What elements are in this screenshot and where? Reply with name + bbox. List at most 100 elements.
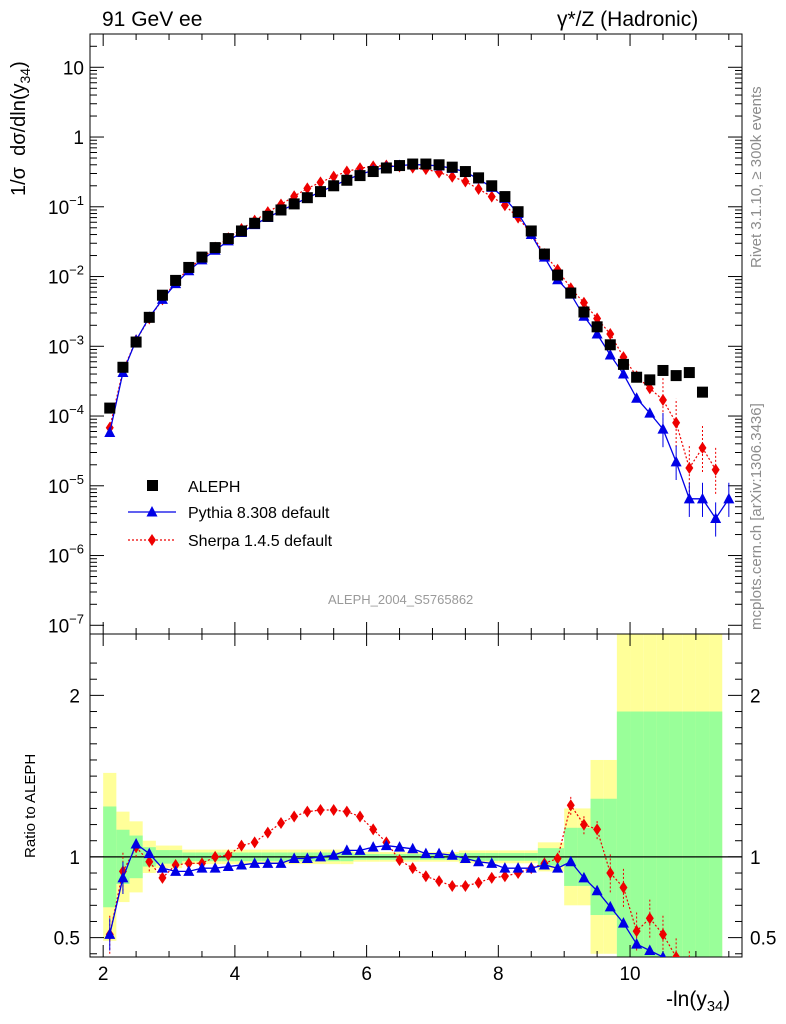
pythia-ratio-point <box>183 865 195 876</box>
stat-band-bin <box>656 711 670 957</box>
pythia-ratio-point <box>117 871 129 883</box>
pythia-ratio-point <box>604 900 616 912</box>
pythia-ratio-point <box>156 862 168 873</box>
pythia-ratio-point <box>104 928 116 939</box>
ratio-y-tick-label-right: 1 <box>750 848 761 869</box>
pythia-ratio-point <box>631 938 643 949</box>
aleph-point <box>670 370 682 382</box>
pythia-ratio-point <box>143 847 155 859</box>
aleph-point <box>367 166 379 178</box>
sherpa-ratio-point <box>237 839 246 852</box>
main-panel-series <box>104 158 735 537</box>
ratio-uncertainty-bands <box>103 634 723 957</box>
ratio-y-tick-label-right: 0.5 <box>750 929 776 950</box>
ratio-y-tick-label: 1 <box>69 848 80 869</box>
aleph-point <box>183 261 195 273</box>
aleph-point <box>433 159 445 171</box>
sherpa-ratio-point <box>250 836 259 849</box>
x-axis-label: -ln(y34) <box>666 988 731 1016</box>
aleph-point <box>552 269 564 281</box>
pythia-ratio-point <box>552 862 564 873</box>
main-y-axis-label: 1/σ dσ/dln(y34) <box>8 61 33 196</box>
pythia-ratio-point <box>341 844 353 855</box>
sherpa-point <box>329 170 338 183</box>
pythia-ratio-point <box>301 852 313 863</box>
header-right-label: γ*/Z (Hadronic) <box>557 8 699 31</box>
aleph-point <box>525 225 537 237</box>
legend <box>128 480 176 546</box>
pythia-ratio-point <box>538 858 550 870</box>
ratio-y-axis-label: Ratio to ALEPH <box>22 753 39 858</box>
pythia-point <box>710 512 722 523</box>
analysis-tag: ALEPH_2004_S5765862 <box>328 592 474 607</box>
ratio-y-tick-label: 0.5 <box>54 929 80 950</box>
pythia-ratio-point <box>235 858 247 870</box>
ratio-panel-series <box>104 795 720 986</box>
pythia-ratio-point <box>486 857 498 868</box>
sherpa-ratio-point <box>461 879 470 892</box>
pythia-ratio-point <box>407 842 419 854</box>
sherpa-ratio-point <box>632 925 641 938</box>
x-tick-label: 6 <box>361 964 372 985</box>
aleph-point <box>420 158 432 170</box>
pythia-point <box>657 423 669 434</box>
sherpa-point <box>461 175 470 188</box>
sherpa-point <box>448 170 457 183</box>
sherpa-ratio-point <box>579 818 588 831</box>
sherpa-ratio-point <box>593 823 602 836</box>
aleph-point <box>538 248 550 260</box>
aleph-point <box>604 339 616 351</box>
sherpa-point <box>342 165 351 178</box>
pythia-ratio-point <box>433 847 445 859</box>
sherpa-ratio-point <box>487 871 496 884</box>
pythia-line <box>109 163 730 520</box>
aleph-point <box>104 402 116 414</box>
y-tick-label: 10−2 <box>48 263 84 289</box>
sherpa-line <box>109 164 717 471</box>
pythia-point <box>617 368 629 379</box>
pythia-point <box>631 392 643 403</box>
pythia-ratio-point <box>671 957 682 968</box>
pythia-point <box>591 328 603 339</box>
aleph-point <box>315 186 327 198</box>
sherpa-ratio-point <box>316 804 325 817</box>
sherpa-ratio-point <box>158 871 167 884</box>
y-tick-label: 10 <box>63 58 84 79</box>
sherpa-ratio-point <box>171 858 180 871</box>
sherpa-ratio-point <box>263 826 272 839</box>
pythia-ratio-point <box>659 951 667 957</box>
pythia-point <box>670 455 682 467</box>
pythia-ratio-point <box>262 857 274 868</box>
pythia-ratio-point <box>684 964 695 975</box>
pythia-ratio-point <box>525 862 537 873</box>
sherpa-ratio-point <box>606 867 615 880</box>
aleph-point <box>617 358 629 370</box>
legend-entry-label: ALEPH <box>188 479 240 496</box>
legend-pythia-marker <box>146 506 158 517</box>
sherpa-ratio-point <box>303 805 312 818</box>
pythia-point <box>683 492 695 504</box>
aleph-point <box>578 306 590 318</box>
sherpa-point <box>606 328 615 340</box>
pythia-ratio-point <box>315 850 327 862</box>
pythia-ratio-point <box>591 884 603 896</box>
pythia-ratio-point <box>170 865 182 876</box>
legend-entry-label: Sherpa 1.4.5 default <box>188 533 333 550</box>
pythia-point <box>723 492 735 504</box>
legend-aleph-marker <box>147 480 158 491</box>
sherpa-point <box>303 182 312 195</box>
aleph-point <box>209 242 221 254</box>
aleph-point <box>222 233 234 245</box>
pythia-point <box>696 492 708 504</box>
y-tick-label: 1 <box>73 128 84 149</box>
aleph-point <box>644 374 656 386</box>
pythia-point <box>644 407 656 418</box>
pythia-ratio-point <box>394 841 406 852</box>
aleph-point <box>156 289 168 301</box>
pythia-ratio-point <box>565 855 577 867</box>
pythia-ratio-point <box>130 837 142 849</box>
sherpa-ratio-point <box>685 964 693 976</box>
sherpa-ratio-point <box>712 974 720 986</box>
sherpa-ratio-point <box>645 912 654 925</box>
sherpa-point <box>698 441 707 454</box>
